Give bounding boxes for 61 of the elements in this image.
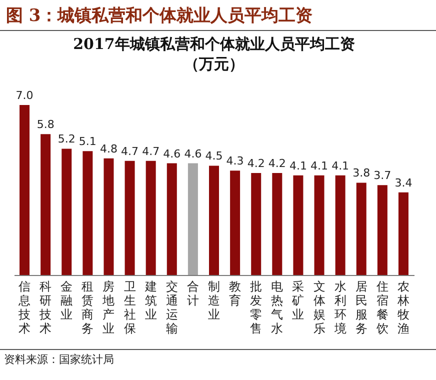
data-label: 4.2	[247, 157, 265, 170]
x-tick-label: 教育	[229, 280, 242, 308]
x-tick-label: 卫生社保	[124, 280, 136, 336]
data-label: 5.1	[78, 135, 96, 148]
bar	[82, 151, 93, 275]
x-tick-label: 金融业	[60, 280, 73, 322]
bar	[356, 182, 366, 275]
bar	[272, 173, 282, 275]
data-label: 4.1	[332, 159, 350, 172]
x-tick-label: 房地产业	[102, 280, 115, 336]
bar	[146, 160, 156, 275]
x-tick-label: 租赁商务	[82, 280, 94, 336]
bar	[20, 105, 30, 275]
data-label: 4.5	[205, 150, 223, 163]
data-label: 5.2	[58, 132, 76, 146]
bar	[293, 175, 304, 275]
chart-title: 图 3：城镇私营和个体就业人员平均工资	[0, 0, 436, 31]
data-label: 4.7	[121, 144, 139, 158]
data-label: 3.4	[394, 176, 412, 190]
x-tick-label: 采矿业	[291, 280, 304, 322]
data-label: 4.7	[142, 144, 160, 158]
bar	[40, 134, 51, 275]
bar	[104, 158, 114, 275]
bar	[314, 175, 324, 275]
x-tick-label: 水利环境	[333, 280, 346, 336]
bar	[188, 163, 198, 275]
x-tick-label: 批发零售	[250, 280, 262, 336]
data-label: 4.8	[100, 142, 118, 156]
x-tick-label: 文体娱乐	[313, 280, 326, 336]
data-label: 4.1	[310, 159, 328, 172]
text: 资料来源：国家统计局	[0, 349, 436, 369]
data-label: 4.3	[226, 154, 244, 168]
data-label: 3.7	[374, 169, 392, 182]
data-label: 4.2	[268, 157, 286, 170]
data-label: 4.1	[289, 159, 307, 172]
x-tick-label: 合计	[186, 280, 199, 308]
x-tick-label: 交通运输	[166, 280, 178, 336]
bar	[230, 170, 240, 275]
data-label: 4.6	[163, 147, 181, 160]
bar	[62, 148, 72, 275]
data-label: 5.8	[36, 118, 54, 132]
bar	[124, 160, 135, 275]
x-tick-label: 电热气水	[271, 280, 284, 336]
x-tick-label: 住宿餐饮	[375, 280, 388, 336]
bar	[398, 192, 408, 275]
x-tick-label: 信息技术	[18, 280, 31, 336]
y-axis-title: （万元）	[184, 55, 244, 73]
bar	[335, 175, 346, 275]
data-label: 4.6	[184, 147, 202, 160]
x-tick-label: 农林牧渔	[396, 280, 410, 336]
x-tick-label: 制造业	[208, 280, 220, 322]
x-tick-label: 居民服务	[355, 280, 368, 336]
bar	[251, 173, 262, 275]
data-label: 7.0	[16, 89, 34, 102]
bar	[209, 166, 219, 275]
data-label: 3.8	[352, 166, 370, 180]
bar	[166, 163, 177, 275]
x-tick-label: 建筑业	[144, 280, 157, 322]
x-tick-label: 科研技术	[38, 280, 52, 336]
bar	[377, 185, 388, 275]
chart-subtitle: 2017年城镇私营和个体就业人员平均工资	[73, 35, 355, 53]
